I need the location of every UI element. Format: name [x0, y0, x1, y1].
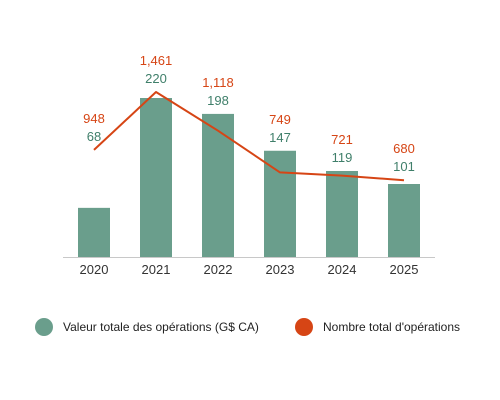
x-tick-2021: 2021 [142, 262, 171, 277]
legend-label-value: Valeur totale des opérations (G$ CA) [63, 320, 259, 334]
bar-value-label-2023: 147 [269, 130, 291, 145]
bar-2022 [202, 113, 234, 258]
x-tick-2020: 2020 [80, 262, 109, 277]
x-tick-2022: 2022 [204, 262, 233, 277]
data-labels: 948 68 1,461 220 1,118 198 749 147 721 119 680 101 [83, 53, 415, 174]
bar-2021 [140, 98, 172, 257]
bar-value-label-2025: 101 [393, 159, 415, 174]
bar-series [78, 98, 420, 258]
bar-value-label-2022: 198 [207, 93, 229, 108]
legend-swatch-value [35, 318, 53, 336]
bar-value-label-2021: 220 [145, 71, 167, 86]
line-value-label-2025: 680 [393, 141, 415, 156]
line-value-label-2021: 1,461 [140, 53, 173, 68]
line-value-label-2022: 1,118 [202, 75, 234, 90]
bar-value-label-2020: 68 [87, 129, 101, 144]
legend-item-value: Valeur totale des opérations (G$ CA) [35, 318, 259, 336]
bar-2024 [326, 170, 358, 257]
x-tick-2023: 2023 [266, 262, 295, 277]
bar-value-label-2024: 119 [332, 150, 353, 165]
legend-item-count: Nombre total d'opérations [295, 318, 460, 336]
x-tick-2024: 2024 [328, 262, 357, 277]
line-path [93, 91, 405, 182]
legend-label-count: Nombre total d'opérations [323, 320, 461, 334]
legend: Valeur totale des opérations (G$ CA) Nom… [0, 318, 500, 342]
bar-2023 [264, 150, 296, 257]
line-value-label-2020: 948 [83, 111, 105, 126]
legend-swatch-count [295, 318, 313, 336]
x-tick-2025: 2025 [390, 262, 419, 277]
x-tick-labels: 2020 2021 2022 2023 2024 2025 [80, 262, 419, 277]
line-value-label-2023: 749 [269, 112, 291, 127]
line-series [93, 91, 405, 182]
bar-2025 [388, 184, 420, 257]
bar-2020 [78, 207, 110, 257]
line-value-label-2024: 721 [331, 132, 353, 147]
